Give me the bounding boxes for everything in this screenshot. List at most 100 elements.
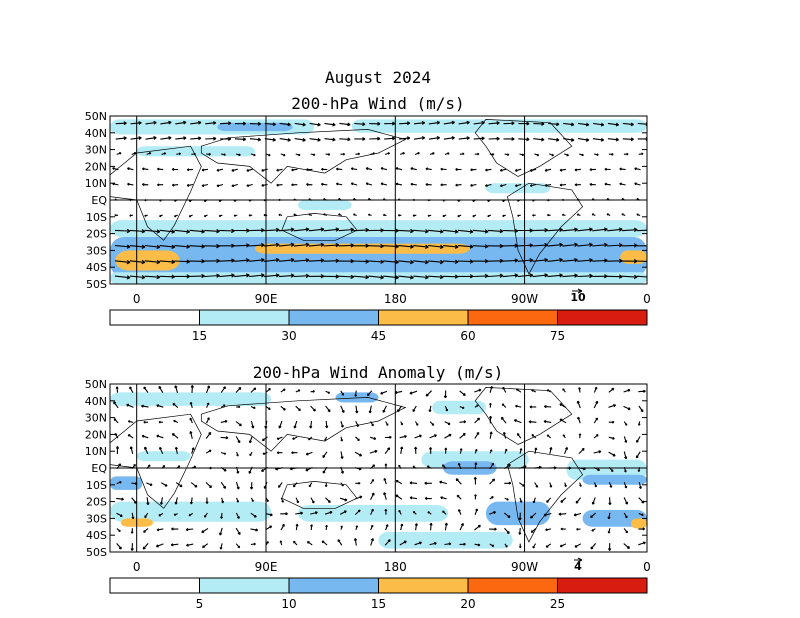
wind-vector — [292, 436, 298, 440]
wind-vector — [563, 122, 575, 127]
wind-vector — [444, 405, 449, 412]
wind-vector — [608, 387, 615, 393]
wind-vector — [380, 182, 388, 186]
wind-vector — [295, 497, 300, 504]
reference-vector: 10 — [570, 288, 586, 304]
wind-vector — [485, 168, 492, 172]
wind-vector — [413, 244, 429, 250]
wind-vector — [591, 213, 596, 216]
wind-vector — [160, 120, 172, 125]
wind-vector — [546, 389, 551, 393]
wind-vector — [634, 167, 641, 171]
wind-vector — [220, 121, 232, 126]
wind-vector — [220, 481, 227, 489]
wind-vector — [220, 404, 226, 408]
wind-vector — [472, 214, 477, 218]
wind-vector — [489, 431, 493, 439]
wind-vector — [236, 405, 241, 409]
wind-vector — [399, 540, 407, 546]
wind-vector — [502, 273, 519, 278]
wind-vector — [474, 524, 481, 531]
wind-panel: 200-hPa Wind (m/s) 50N 40N 30N 20N 10N EQ 10S 2… — [85, 94, 651, 343]
wind-vector — [502, 258, 519, 263]
wind-vector — [129, 275, 146, 280]
wind-vector — [549, 482, 553, 488]
wind-vector — [276, 436, 283, 440]
wind-vector — [279, 122, 291, 127]
wind-vector — [370, 152, 375, 155]
wind-vector — [189, 229, 205, 234]
wind-vector — [201, 168, 208, 172]
wind-vector — [429, 152, 435, 155]
wind-vector — [622, 243, 638, 248]
wind-vector — [562, 388, 566, 393]
wind-vector — [368, 228, 384, 233]
wind-vector — [354, 451, 363, 457]
y-tick-label: 40N — [85, 127, 107, 140]
wind-vector — [457, 509, 462, 515]
wind-vector — [353, 538, 358, 546]
wind-vector — [514, 183, 522, 188]
wind-vector — [365, 182, 373, 186]
wind-vector — [473, 120, 485, 125]
wind-vector — [543, 404, 552, 409]
x-tick-label: 90W — [511, 292, 538, 306]
wind-vector — [489, 478, 496, 485]
wind-vector — [202, 543, 209, 549]
wind-vector — [424, 496, 432, 500]
wind-vector — [370, 479, 375, 485]
wind-vector — [384, 508, 388, 515]
wind-vector — [412, 214, 417, 217]
wind-vector — [443, 120, 455, 125]
wind-vector — [504, 497, 509, 501]
wind-vector — [144, 259, 161, 265]
wind-vector — [559, 183, 566, 187]
wind-vector — [350, 167, 358, 171]
wind-vector — [174, 244, 191, 249]
shaded-region — [110, 392, 272, 406]
wind-vector — [443, 259, 459, 264]
wind-vector — [250, 420, 255, 429]
wind-vector — [518, 512, 522, 521]
wind-vector — [116, 152, 122, 155]
wind-vector — [171, 167, 179, 171]
anomaly-shading — [110, 392, 647, 549]
wind-vector — [574, 168, 581, 172]
wind-vector — [577, 416, 581, 424]
wind-vector — [474, 431, 480, 439]
wind-vector — [190, 385, 194, 393]
shaded-region — [351, 119, 647, 133]
wind-vector — [295, 405, 301, 412]
colorbar-tick-label: 20 — [460, 597, 475, 611]
shaded-region — [582, 510, 647, 527]
shaded-region — [110, 476, 143, 490]
wind-vector — [383, 244, 399, 249]
wind-vector — [414, 523, 418, 531]
x-tick-label: 0 — [133, 292, 141, 306]
wind-vector — [353, 227, 369, 233]
wind-vector — [365, 167, 373, 171]
wind-vector — [383, 228, 399, 233]
wind-vector — [638, 405, 644, 413]
y-tick-label: 50N — [85, 110, 107, 123]
wind-vector — [201, 527, 209, 534]
wind-vector — [190, 136, 202, 141]
wind-vector — [443, 244, 459, 249]
wind-vector — [459, 448, 463, 454]
wind-vector — [636, 213, 641, 217]
wind-vector — [384, 435, 392, 439]
wind-vector — [635, 451, 641, 459]
colorbar-swatch — [557, 577, 648, 594]
wind-vector — [399, 136, 411, 141]
wind-vector — [265, 153, 271, 157]
wind-vector — [577, 273, 593, 279]
wind-vector — [489, 386, 493, 393]
wind-vector — [519, 448, 523, 454]
wind-vector — [173, 214, 178, 218]
wind-vector — [340, 436, 344, 442]
wind-vector — [608, 436, 615, 440]
wind-vector — [174, 497, 178, 505]
wind-vector — [395, 494, 403, 500]
wind-vector — [503, 137, 515, 141]
wind-vector — [201, 183, 209, 188]
